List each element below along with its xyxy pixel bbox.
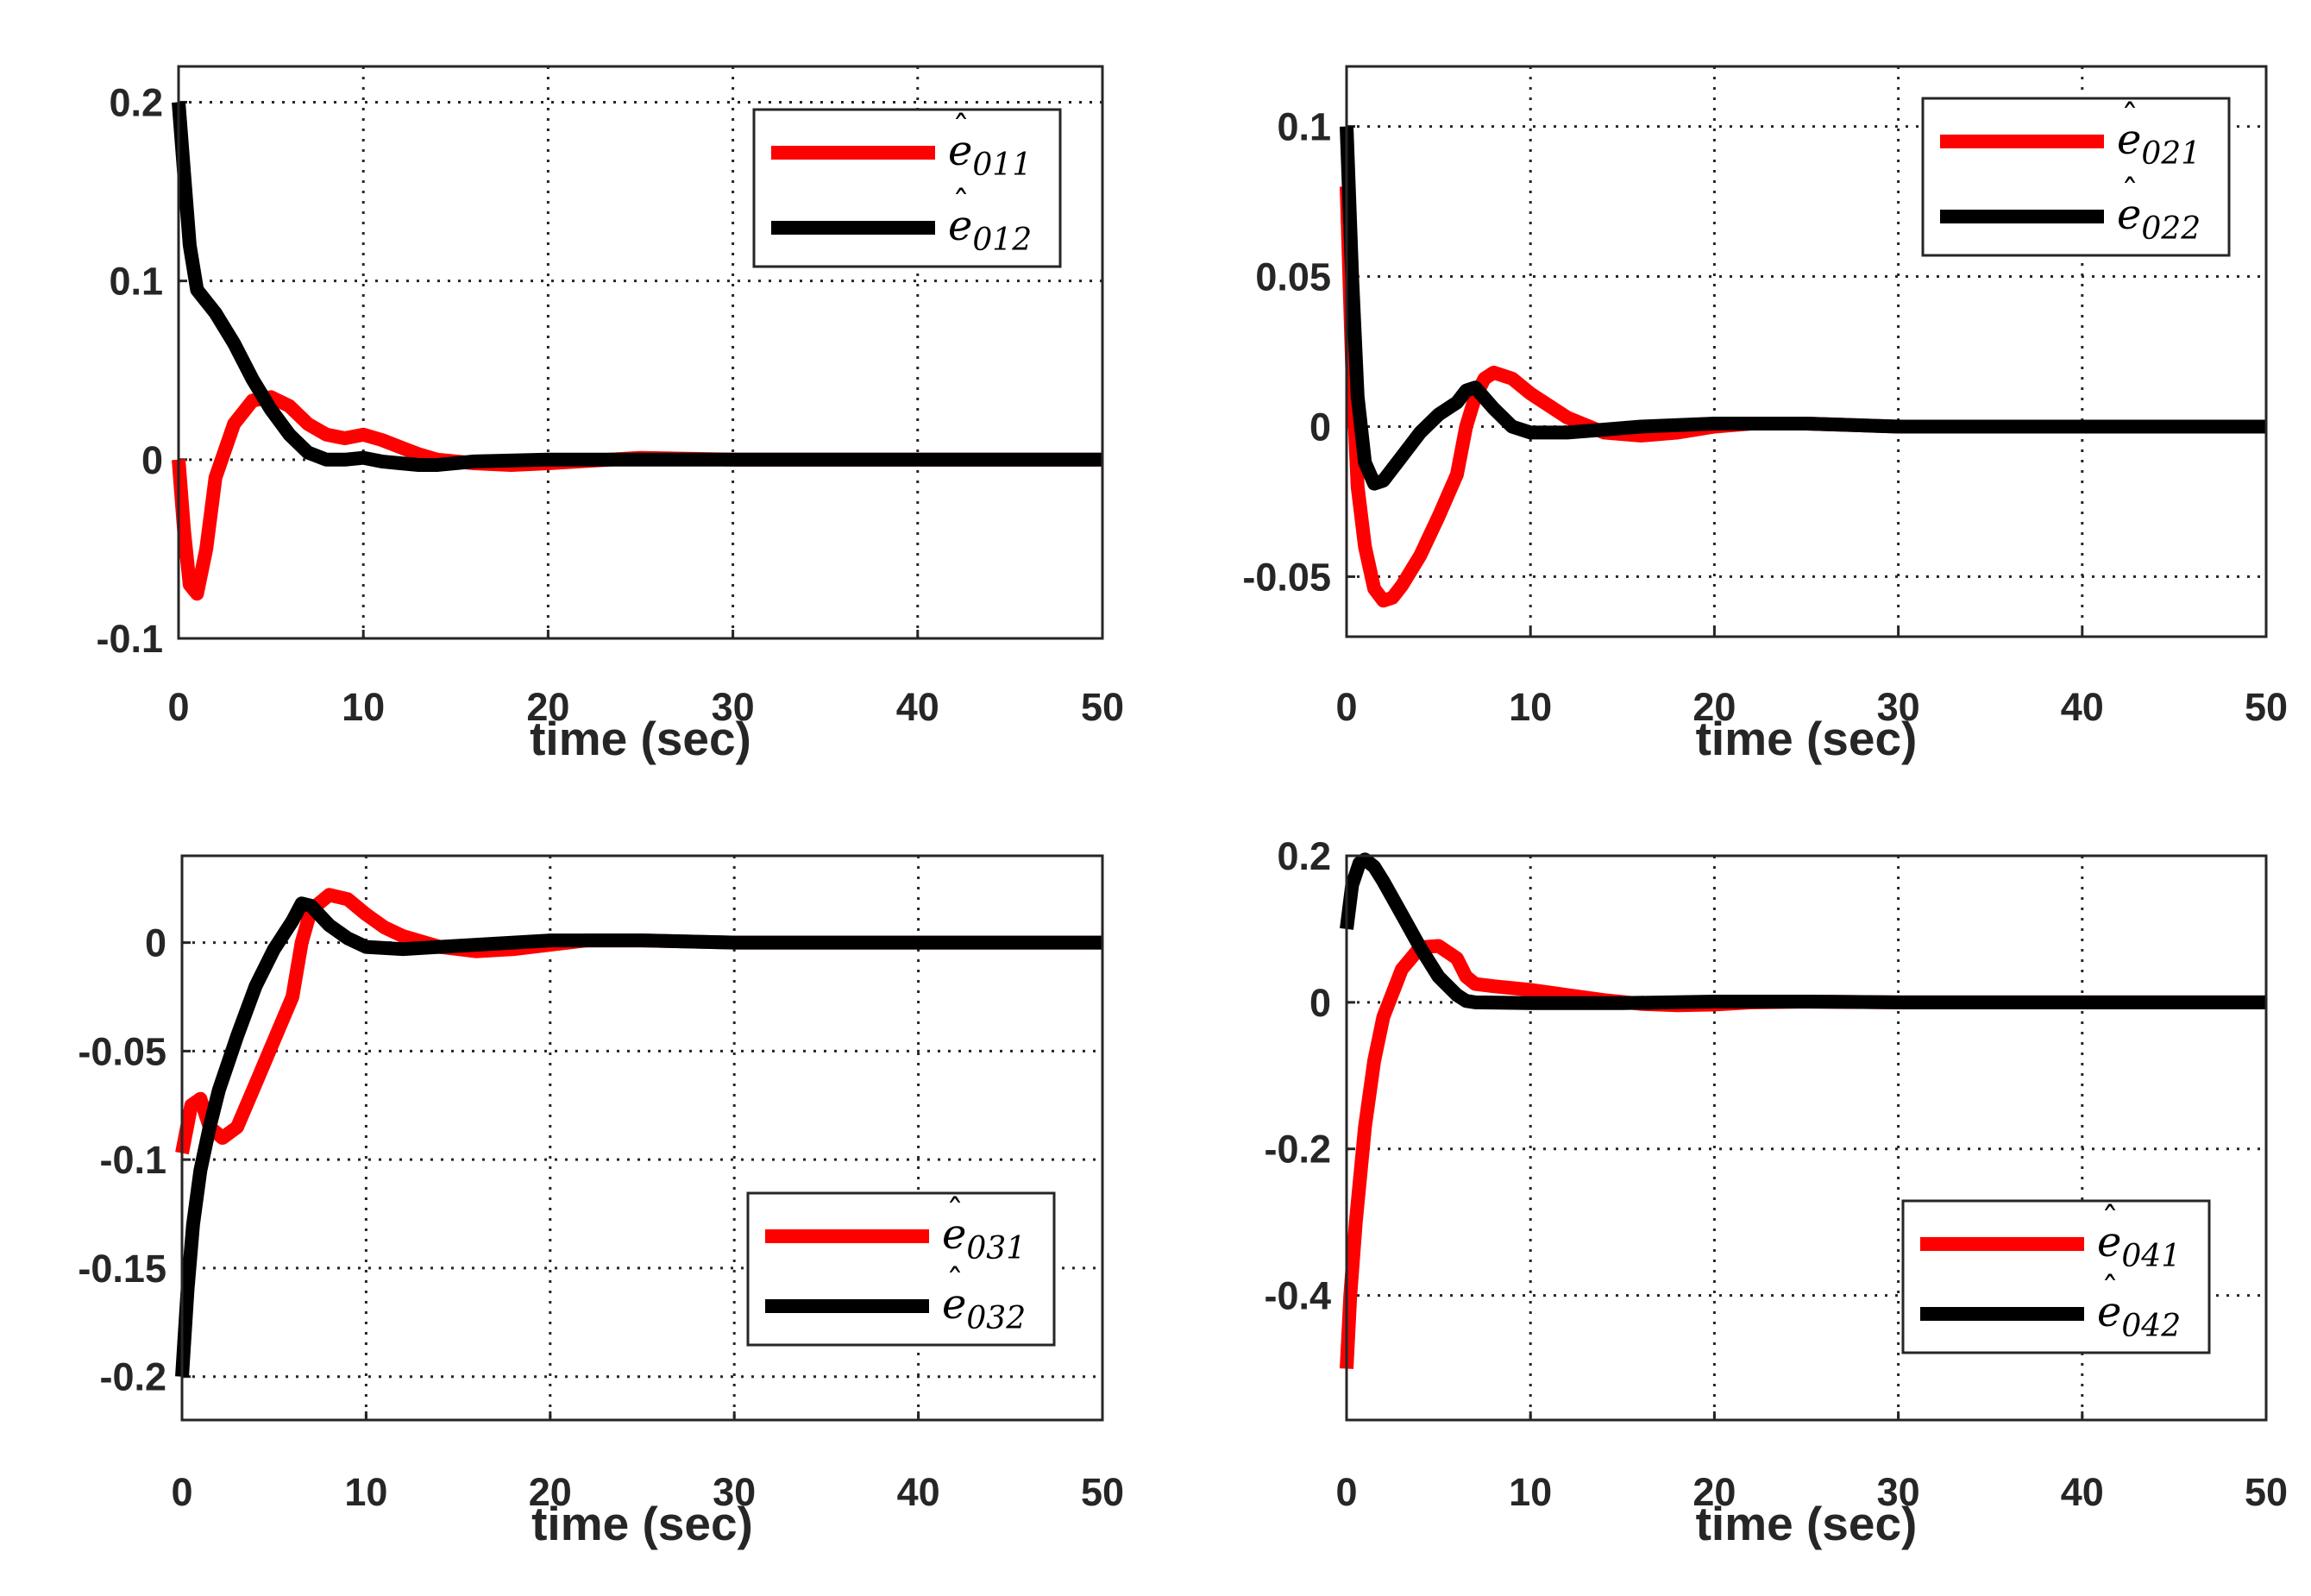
- y-tick-label: -0.05: [1242, 555, 1331, 599]
- chart-panel-3: 0 10 20 30 40 50 -0.2 -0.15 -0.1 -0.05 0 time (sec)…: [78, 854, 1124, 1550]
- x-tick-label: 0: [1335, 1470, 1357, 1514]
- x-tick-label: 20: [529, 1470, 572, 1514]
- x-axis-label: time (sec): [531, 1497, 753, 1550]
- y-tick-label: 0.1: [1277, 105, 1331, 149]
- y-tick-label: -0.4: [1264, 1274, 1331, 1318]
- y-tick-label: 0.05: [1255, 255, 1331, 299]
- series-line-042: [1340, 852, 2266, 1010]
- y-tick-label: 0: [145, 921, 166, 965]
- x-axis-label: time (sec): [1696, 712, 1918, 765]
- legend-box: [1901, 1199, 2211, 1354]
- y-tick-label: 0: [1309, 981, 1331, 1025]
- x-tick-label: 30: [712, 685, 755, 729]
- x-tick-label: 10: [344, 1470, 387, 1514]
- legend-hat-accent: ˆ: [946, 1263, 964, 1303]
- y-tick-label: 0.2: [109, 80, 163, 124]
- legend-label-042: e042: [2097, 1288, 2181, 1344]
- series-line-012: [172, 101, 1102, 472]
- y-tick-label: -0.2: [99, 1355, 166, 1399]
- x-tick-label: 20: [526, 685, 569, 729]
- legend-label-021: e021: [2117, 116, 2201, 172]
- y-tick-label: 0.1: [109, 260, 163, 304]
- y-tick-label: 0: [1309, 405, 1331, 449]
- series-line-032: [175, 896, 1102, 1378]
- legend-label-041: e041: [2097, 1218, 2181, 1274]
- x-tick-label: 40: [2061, 1470, 2104, 1514]
- legend-box: [752, 108, 1062, 268]
- x-tick-label: 40: [2061, 685, 2104, 729]
- y-tick-label: -0.2: [1264, 1128, 1331, 1172]
- y-tick-label: 0.2: [1277, 834, 1331, 878]
- legend-label-011: e011: [948, 127, 1032, 183]
- y-tick-label: -0.05: [78, 1029, 166, 1073]
- x-tick-label: 30: [713, 1470, 756, 1514]
- legend-hat-accent: ˆ: [2101, 1271, 2119, 1310]
- x-tick-label: 50: [2245, 685, 2288, 729]
- x-tick-label: 20: [1692, 1470, 1736, 1514]
- x-axis-label: time (sec): [530, 712, 751, 765]
- x-tick-label: 40: [896, 685, 939, 729]
- x-tick-label: 50: [1081, 685, 1124, 729]
- x-tick-label: 10: [1509, 685, 1552, 729]
- y-tick-label: -0.1: [96, 617, 163, 661]
- axes-box: [177, 65, 1104, 640]
- y-tick-label: -0.1: [99, 1138, 166, 1182]
- x-axis-label: time (sec): [1696, 1497, 1918, 1550]
- legend-hat-accent: ˆ: [946, 1193, 964, 1233]
- axes-box: [1345, 65, 2268, 638]
- x-tick-label: 50: [1081, 1470, 1124, 1514]
- series-line-022: [1340, 126, 2266, 491]
- x-tick-label: 30: [1877, 1470, 1920, 1514]
- legend-label-022: e022: [2117, 191, 2201, 247]
- y-tick-label: -0.15: [78, 1247, 166, 1291]
- legend-hat-accent: ˆ: [2101, 1201, 2119, 1241]
- x-tick-label: 30: [1877, 685, 1920, 729]
- x-tick-label: 20: [1692, 685, 1736, 729]
- legend-box: [1921, 97, 2231, 257]
- x-tick-label: 10: [342, 685, 385, 729]
- x-tick-label: 0: [1335, 685, 1357, 729]
- x-tick-label: 0: [167, 685, 189, 729]
- legend-hat-accent: ˆ: [2121, 98, 2138, 138]
- axes-box: [180, 854, 1104, 1422]
- legend-hat-accent: ˆ: [952, 110, 970, 149]
- y-tick-label: 0: [141, 438, 163, 482]
- x-tick-label: 50: [2245, 1470, 2288, 1514]
- legend-box: [746, 1191, 1056, 1347]
- legend-label-031: e031: [942, 1210, 1026, 1266]
- axes-box: [1345, 854, 2268, 1422]
- x-tick-label: 0: [171, 1470, 192, 1514]
- legend-label-032: e032: [942, 1280, 1026, 1336]
- x-tick-label: 40: [897, 1470, 940, 1514]
- x-tick-label: 10: [1509, 1470, 1552, 1514]
- legend-hat-accent: ˆ: [952, 185, 970, 224]
- legend-label-012: e012: [948, 202, 1032, 258]
- legend-hat-accent: ˆ: [2121, 173, 2138, 213]
